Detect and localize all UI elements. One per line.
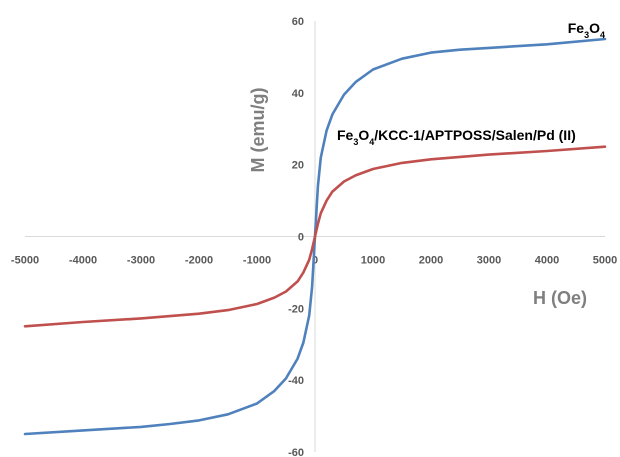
y-tick-labels: 60 40 20 0 -20 -40 -60 <box>288 16 304 457</box>
x-tick-label: -2000 <box>185 255 213 267</box>
x-tick-label: -1000 <box>243 255 271 267</box>
y-tick-label: 60 <box>292 16 304 28</box>
series-label-part: O <box>358 127 369 143</box>
y-tick-label: -60 <box>288 447 304 457</box>
series-label-part: /KCC-1/APTPOSS/Salen/Pd (II) <box>374 127 575 143</box>
x-tick-label: -4000 <box>69 255 97 267</box>
series-label-part: 3 <box>353 137 358 147</box>
y-tick-label: -40 <box>288 375 304 387</box>
x-axis-title: H (Oe) <box>533 288 587 308</box>
x-tick-label: 4000 <box>535 255 559 267</box>
x-tick-label: 1000 <box>361 255 385 267</box>
series-label-part: O <box>589 20 600 36</box>
x-tick-label: 5000 <box>593 255 617 267</box>
x-tick-label: 2000 <box>419 255 443 267</box>
y-tick-label: -20 <box>288 303 304 315</box>
series-label-fe3o4: Fe3O4 <box>568 20 605 40</box>
series-label-part: Fe <box>568 20 585 36</box>
y-tick-label: 0 <box>298 232 304 244</box>
series-label-part: Fe <box>337 127 354 143</box>
y-tick-label: 40 <box>292 88 304 100</box>
y-tick-label: 20 <box>292 160 304 172</box>
x-tick-label: -5000 <box>11 255 39 267</box>
y-axis-title: M (emu/g) <box>248 88 268 173</box>
x-tick-label: 0 <box>312 255 318 267</box>
x-tick-label: 3000 <box>477 255 501 267</box>
x-tick-labels: -5000 -4000 -3000 -2000 -1000 0 1000 2000 3000 40… <box>11 255 617 267</box>
series-label-part: 3 <box>584 30 589 40</box>
series-line-fe3o4-composite <box>23 145 607 328</box>
x-tick-label: -3000 <box>127 255 155 267</box>
series-label-fe3o4-composite: Fe3O4/KCC-1/APTPOSS/Salen/Pd (II) <box>337 127 576 147</box>
series-label-part: 4 <box>369 137 374 147</box>
series-layer <box>23 37 607 436</box>
series-label-part: 4 <box>600 30 605 40</box>
